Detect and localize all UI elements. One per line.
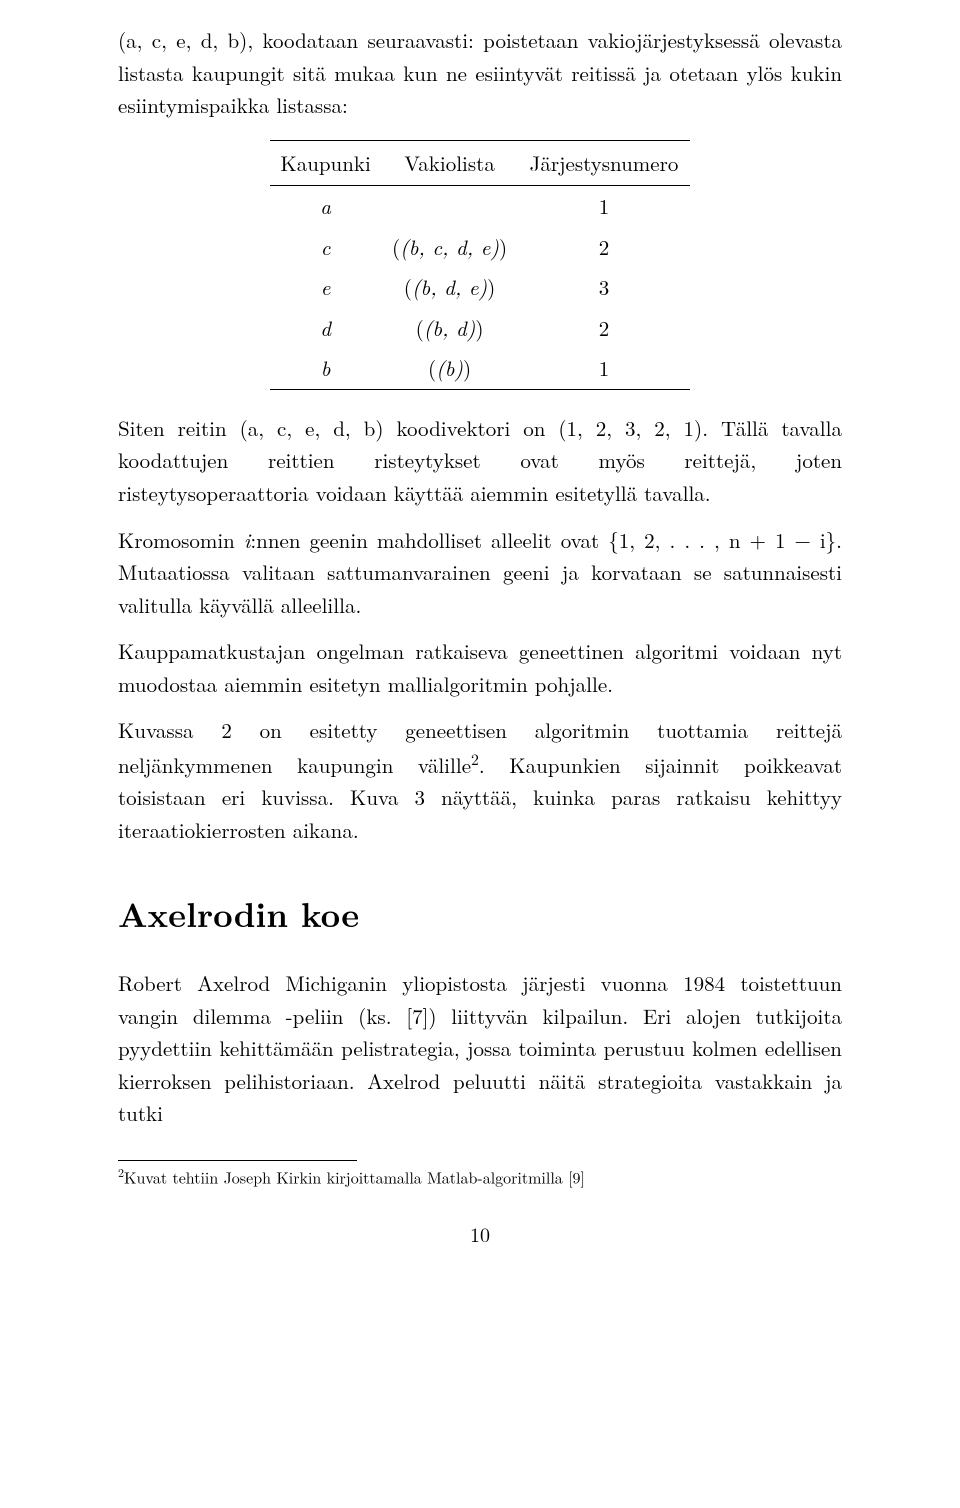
- section-heading-axelrod: Axelrodin koe: [118, 888, 842, 941]
- page: (a, c, e, d, b), koodataan seuraavasti: …: [0, 0, 960, 1508]
- cell: ((b, c, d, e)): [381, 227, 518, 268]
- encoding-table-wrap: Kaupunki Vakiolista Järjestysnumero a 1 …: [270, 140, 690, 390]
- th-vakiolista: Vakiolista: [381, 140, 518, 186]
- table-row: b ((b)) 1: [270, 348, 690, 389]
- footnote-text: Kuvat tehtiin Joseph Kirkin kirjoittamal…: [124, 1165, 585, 1188]
- cell: 2: [518, 308, 690, 349]
- encoding-table: Kaupunki Vakiolista Järjestysnumero a 1 …: [270, 140, 690, 390]
- paragraph-intro: (a, c, e, d, b), koodataan seuraavasti: …: [118, 24, 842, 122]
- table-row: d ((b, d)) 2: [270, 308, 690, 349]
- cell: 1: [518, 348, 690, 389]
- footnote: 2Kuvat tehtiin Joseph Kirkin kirjoittama…: [118, 1165, 842, 1188]
- paragraph-axelrod: Robert Axelrod Michiganin yliopistosta j…: [118, 967, 842, 1130]
- text: Kromosomin: [118, 525, 244, 555]
- footnote-ref: 2: [471, 747, 479, 770]
- paragraph-codevector: Siten reitin (a, c, e, d, b) koodivektor…: [118, 412, 842, 510]
- th-kaupunki: Kaupunki: [270, 140, 381, 186]
- cell: 1: [518, 186, 690, 227]
- page-number: 10: [118, 1218, 842, 1249]
- cell: [381, 186, 518, 227]
- cell: 3: [518, 267, 690, 308]
- cell: b: [270, 348, 381, 389]
- table-body: a 1 c ((b, c, d, e)) 2 e ((b, d, e)) 3 d…: [270, 186, 690, 390]
- cell: ((b)): [381, 348, 518, 389]
- footnote-rule: [118, 1160, 357, 1161]
- cell: 2: [518, 227, 690, 268]
- cell: ((b, d, e)): [381, 267, 518, 308]
- paragraph-algorithm: Kauppamatkustajan ongelman ratkaiseva ge…: [118, 635, 842, 700]
- cell: a: [270, 186, 381, 227]
- table-row: c ((b, c, d, e)) 2: [270, 227, 690, 268]
- cell: c: [270, 227, 381, 268]
- paragraph-figures: Kuvassa 2 on esitetty geneettisen algori…: [118, 714, 842, 846]
- table-row: a 1: [270, 186, 690, 227]
- paragraph-alleles: Kromosomin i:nnen geenin mahdolliset all…: [118, 524, 842, 622]
- cell: d: [270, 308, 381, 349]
- cell: ((b, d)): [381, 308, 518, 349]
- table-row: e ((b, d, e)) 3: [270, 267, 690, 308]
- table-header-row: Kaupunki Vakiolista Järjestysnumero: [270, 140, 690, 186]
- cell: e: [270, 267, 381, 308]
- th-jarjestysnumero: Järjestysnumero: [518, 140, 690, 186]
